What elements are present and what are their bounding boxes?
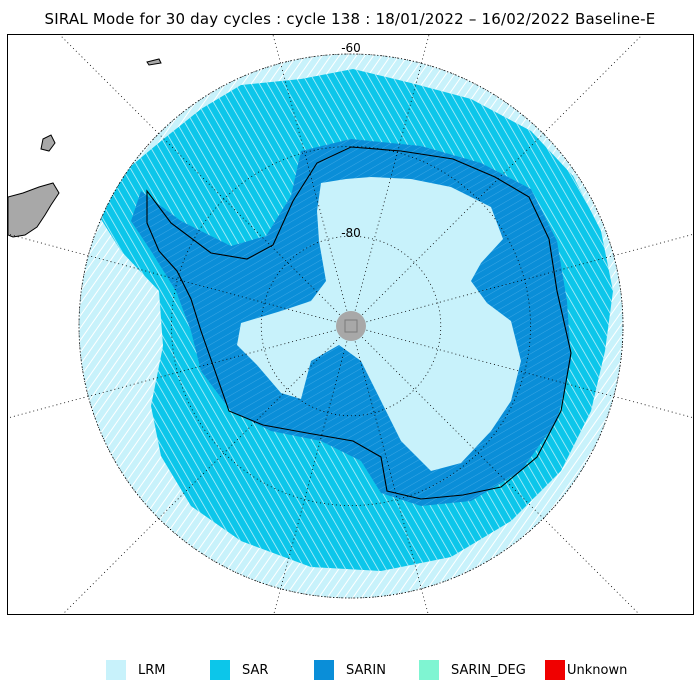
latitude-circle bbox=[260, 235, 442, 417]
land-south-america bbox=[8, 182, 60, 238]
legend: LRM SAR SARIN SARIN_DEG Unknown bbox=[0, 658, 700, 682]
legend-item-unknown: Unknown bbox=[545, 658, 627, 682]
legend-item-sarin-deg: SARIN_DEG bbox=[419, 658, 526, 682]
legend-label: Unknown bbox=[567, 662, 628, 678]
latitude-circle bbox=[171, 146, 531, 506]
latitude-label-60: -60 bbox=[341, 41, 361, 55]
legend-swatch bbox=[314, 660, 334, 680]
legend-item-lrm: LRM bbox=[106, 658, 166, 682]
legend-label: LRM bbox=[138, 662, 166, 678]
legend-label: SAR bbox=[242, 662, 269, 678]
land-island bbox=[146, 58, 162, 66]
legend-swatch bbox=[545, 660, 565, 680]
polar-map: -60 -80 bbox=[8, 35, 693, 614]
legend-swatch bbox=[419, 660, 439, 680]
map-frame: -60 -80 bbox=[7, 34, 694, 615]
latitude-label-80: -80 bbox=[341, 226, 361, 240]
legend-label: SARIN bbox=[346, 662, 386, 678]
legend-swatch bbox=[106, 660, 126, 680]
pole-hole bbox=[336, 311, 366, 341]
pole-marker bbox=[344, 319, 358, 333]
antarctica-coastline bbox=[146, 146, 572, 500]
legend-swatch bbox=[210, 660, 230, 680]
legend-item-sarin: SARIN bbox=[314, 658, 386, 682]
lrm-region-interior bbox=[237, 177, 521, 471]
legend-item-sar: SAR bbox=[210, 658, 268, 682]
land-island bbox=[40, 134, 56, 152]
disc-outline bbox=[78, 53, 624, 599]
chart-title: SIRAL Mode for 30 day cycles : cycle 138… bbox=[44, 10, 656, 28]
legend-label: SARIN_DEG bbox=[451, 662, 526, 678]
